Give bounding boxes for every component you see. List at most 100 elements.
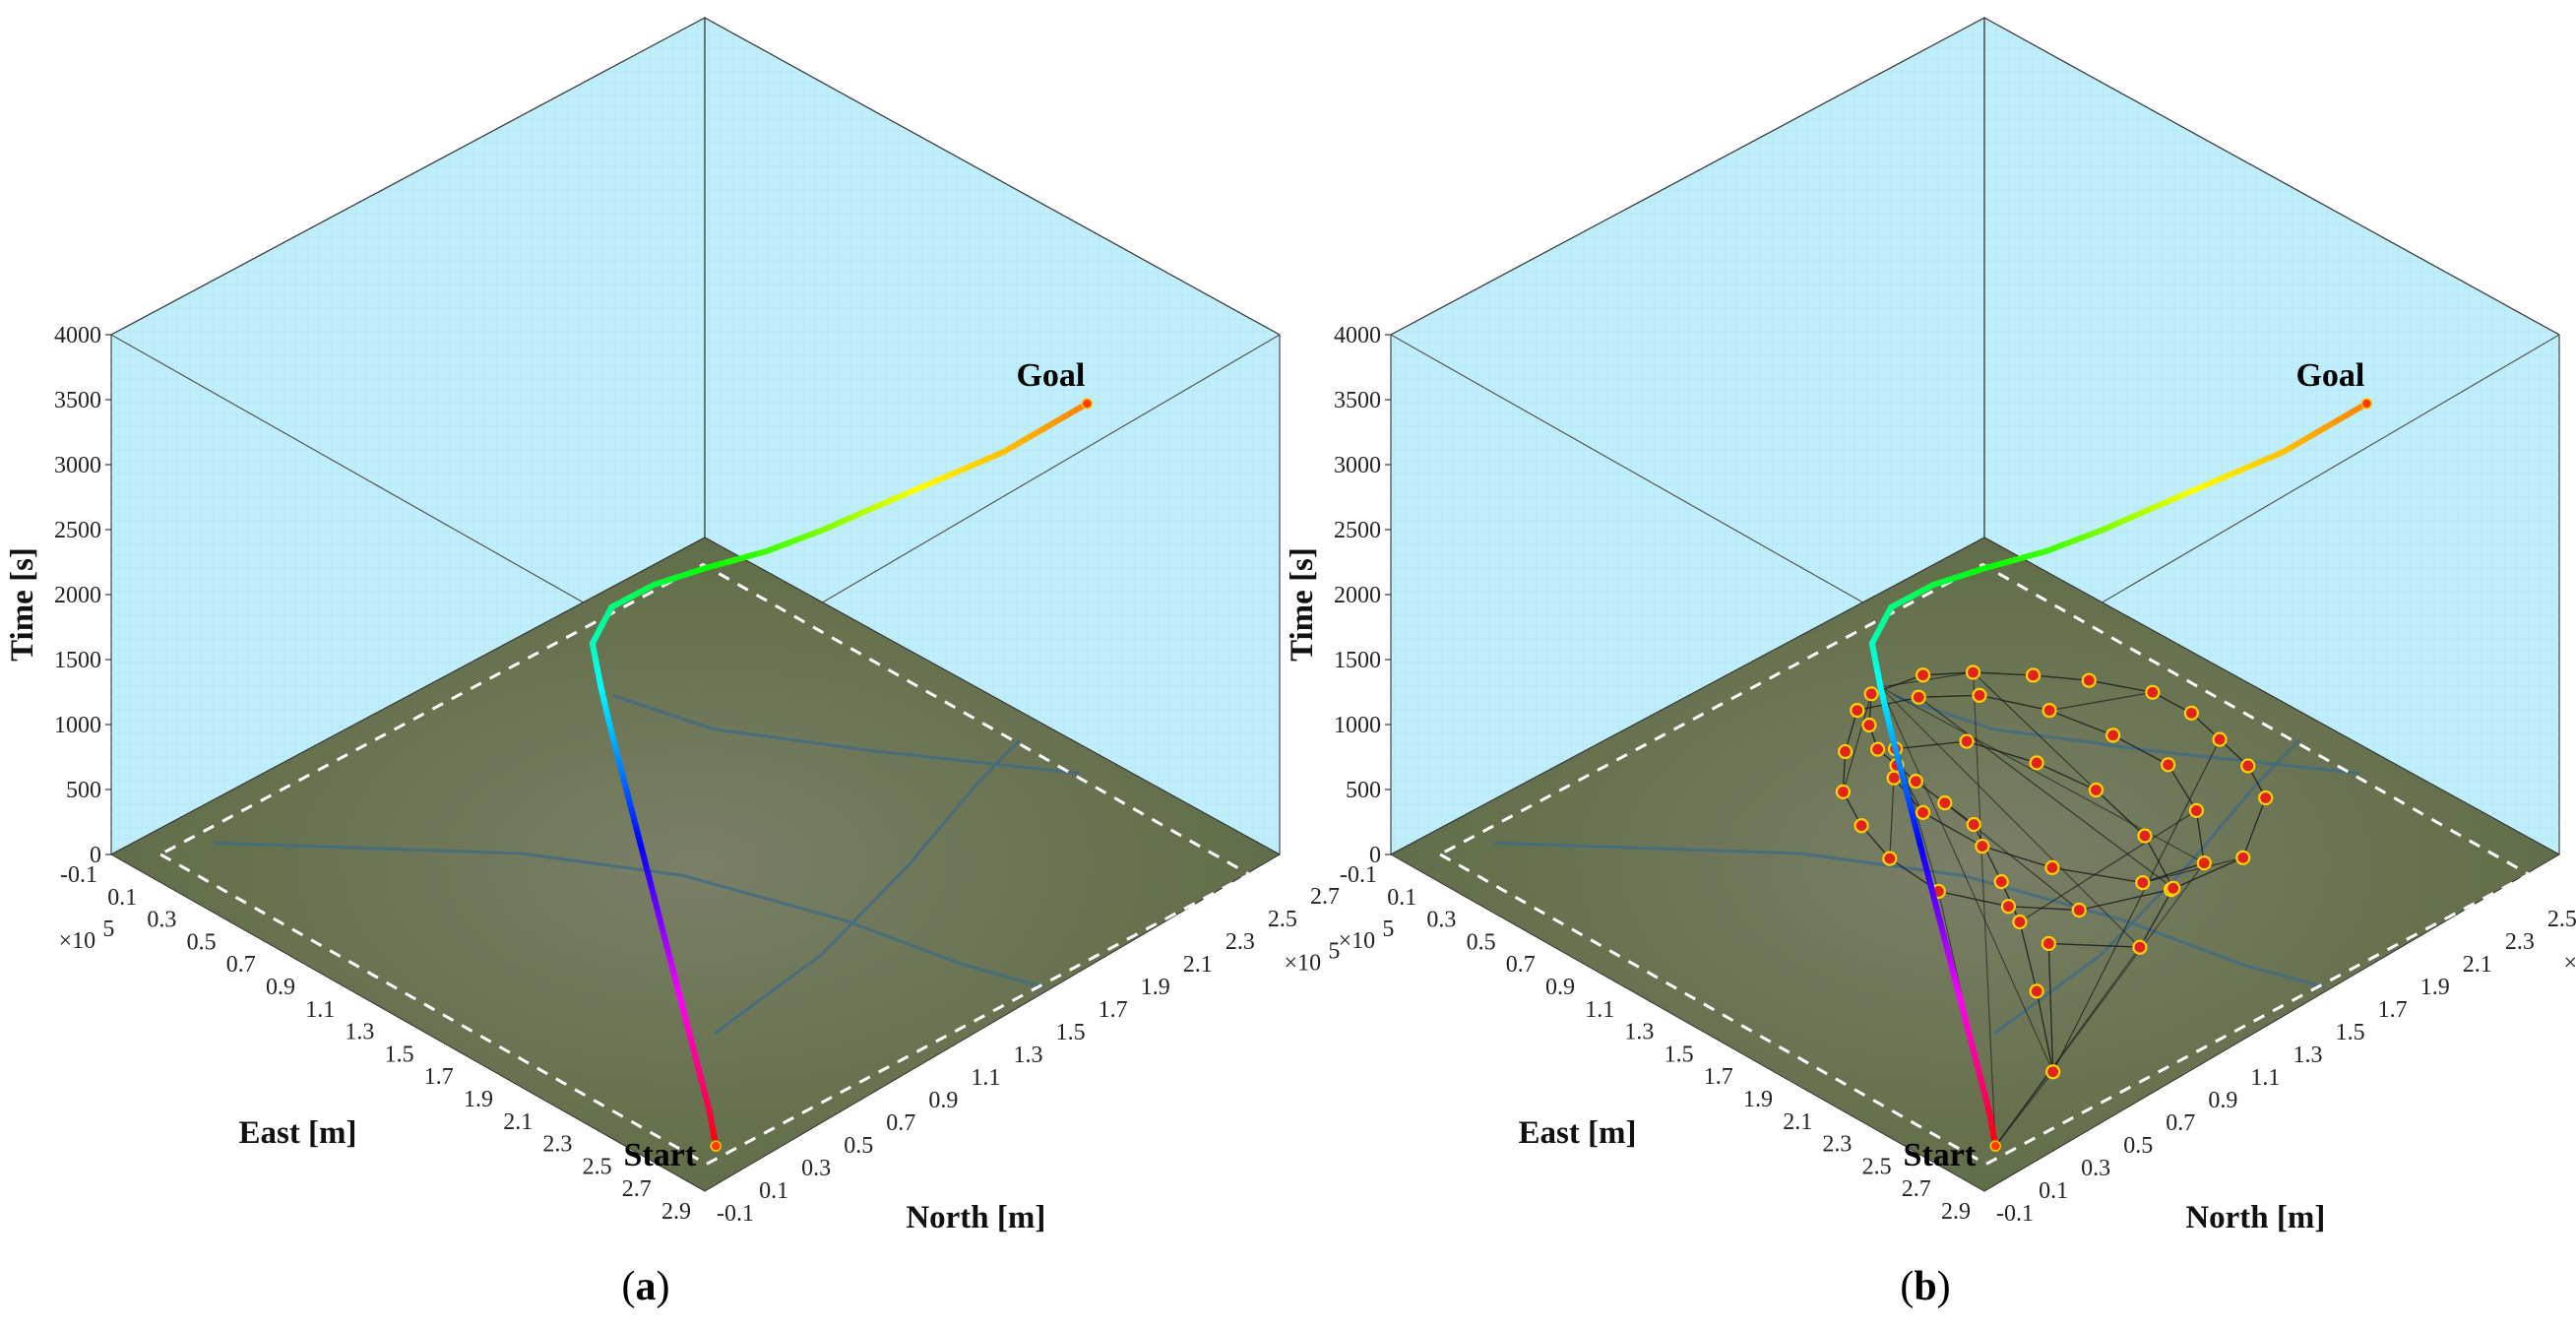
candidate-edge bbox=[1938, 890, 2009, 908]
z-tick-label: 2500 bbox=[1334, 518, 1381, 543]
candidate-point bbox=[1972, 687, 1987, 703]
left-wall-grid bbox=[111, 18, 705, 854]
candidate-point bbox=[2042, 702, 2057, 719]
north-tick-label: 0.9 bbox=[928, 1088, 958, 1113]
start-annotation: Start bbox=[1904, 1137, 1977, 1173]
east-tick-label: 0.1 bbox=[1387, 885, 1416, 911]
north-tick-label: 1.7 bbox=[1099, 997, 1128, 1023]
east-tick-label: 0.9 bbox=[266, 975, 295, 1000]
z-tick-label: 2000 bbox=[54, 583, 101, 608]
goal-marker bbox=[1081, 398, 1094, 410]
candidate-point bbox=[2145, 684, 2161, 700]
north-tick-label: 1.3 bbox=[2293, 1043, 2323, 1068]
east-tick-label: 0.7 bbox=[1506, 952, 1536, 978]
candidate-edge bbox=[2048, 942, 2140, 948]
east-tick-label: 1.9 bbox=[464, 1087, 493, 1112]
east-exponent: ×10 bbox=[59, 928, 96, 954]
candidate-point bbox=[1835, 784, 1852, 800]
east-tick-label: 1.7 bbox=[424, 1064, 454, 1090]
candidate-point bbox=[2029, 755, 2044, 771]
candidate-point bbox=[2081, 672, 2097, 688]
z-tick-label: 500 bbox=[66, 778, 101, 803]
east-tick-label: 2.3 bbox=[542, 1132, 572, 1158]
candidate-edge bbox=[1979, 694, 2050, 712]
river-line bbox=[1993, 738, 2301, 1035]
river-line bbox=[714, 738, 1022, 1035]
candidate-point bbox=[1911, 689, 1926, 705]
candidate-edge bbox=[1880, 686, 2141, 948]
river-line bbox=[612, 694, 1080, 775]
north-exponent: ×10 bbox=[2564, 951, 2576, 977]
z-tick-label: 1000 bbox=[1334, 713, 1381, 738]
east-tick-label: 2.1 bbox=[503, 1109, 533, 1135]
dashed-boundary bbox=[157, 562, 1253, 1167]
candidate-point bbox=[1915, 804, 1931, 820]
start-marker bbox=[1989, 1140, 2001, 1152]
candidate-edge bbox=[2079, 888, 2171, 912]
goal-annotation: Goal bbox=[1016, 357, 1085, 394]
candidate-edge bbox=[2195, 810, 2205, 863]
candidate-point bbox=[1850, 702, 1865, 719]
candidate-point bbox=[1837, 743, 1853, 760]
north-tick-label: 0.1 bbox=[2039, 1178, 2068, 1204]
north-tick-label: 0.3 bbox=[801, 1156, 831, 1181]
candidate-point bbox=[1966, 816, 1981, 833]
north-tick-label: 0.5 bbox=[844, 1133, 873, 1159]
candidate-point bbox=[2137, 828, 2153, 844]
candidate-point bbox=[1959, 733, 1975, 749]
left-wall-grid bbox=[1391, 18, 1984, 854]
candidate-point bbox=[2045, 1064, 2061, 1080]
panel-caption: (b) bbox=[1900, 1264, 1950, 1309]
candidate-point bbox=[2025, 667, 2042, 683]
goal-marker bbox=[2360, 398, 2373, 410]
candidate-point bbox=[1886, 770, 1902, 786]
north-tick-label: 0.3 bbox=[2081, 1156, 2110, 1181]
east-tick-label: 2.7 bbox=[1902, 1176, 1931, 1202]
z-axis-label: Time [s] bbox=[5, 547, 40, 662]
east-tick-label: 0.9 bbox=[1545, 975, 1575, 1000]
river-line bbox=[1892, 694, 2359, 775]
north-tick-label: 2.1 bbox=[2463, 952, 2492, 978]
candidate-edge bbox=[2144, 835, 2174, 889]
panel-caption: (a) bbox=[622, 1264, 670, 1309]
candidate-edge bbox=[2047, 943, 2054, 1072]
east-tick-label: 1.1 bbox=[1585, 997, 1614, 1023]
north-axis-label: North [m] bbox=[906, 1200, 1045, 1235]
east-tick-label: 2.5 bbox=[1862, 1154, 1892, 1179]
north-tick-label: 0.7 bbox=[886, 1110, 915, 1136]
z-tick-label: 1500 bbox=[1334, 648, 1381, 673]
candidate-edge bbox=[1973, 824, 2002, 882]
candidate-edge bbox=[1973, 671, 2097, 790]
candidate-edge bbox=[2048, 691, 2153, 712]
river-line bbox=[214, 841, 1046, 989]
east-tick-label: 0.1 bbox=[107, 885, 137, 911]
candidate-point bbox=[1870, 741, 1886, 757]
candidate-edge bbox=[2242, 797, 2267, 858]
candidate-point bbox=[2041, 935, 2056, 952]
candidate-point bbox=[1853, 818, 1869, 834]
north-axis-label: North [m] bbox=[2185, 1200, 2325, 1235]
trajectory bbox=[1868, 400, 2370, 1150]
candidate-edge bbox=[2168, 764, 2197, 811]
east-exponent: ×10 bbox=[1339, 928, 1376, 954]
candidate-edge bbox=[1842, 693, 1872, 792]
right-wall-grid bbox=[1984, 18, 2559, 854]
east-tick-label: 1.5 bbox=[1665, 1042, 1694, 1067]
north-exponent-power: 5 bbox=[1328, 939, 1340, 965]
candidate-edge bbox=[2008, 906, 2080, 912]
z-tick-label: 4000 bbox=[1334, 323, 1381, 348]
candidate-point bbox=[2183, 705, 2199, 721]
candidate-point bbox=[2132, 939, 2148, 955]
north-tick-label: 1.9 bbox=[1141, 975, 1170, 1000]
east-tick-label: 2.5 bbox=[583, 1154, 612, 1179]
candidate-point bbox=[2166, 880, 2181, 896]
north-tick-label: 2.3 bbox=[1225, 929, 1255, 955]
candidate-point bbox=[2212, 731, 2228, 747]
candidate-edge bbox=[1972, 671, 1996, 1147]
east-tick-label: 2.9 bbox=[661, 1199, 691, 1225]
z-tick-label: 0 bbox=[1369, 843, 1381, 868]
north-tick-label: 2.1 bbox=[1183, 952, 1213, 978]
candidate-point bbox=[2029, 983, 2044, 999]
east-axis-label: East [m] bbox=[238, 1115, 356, 1151]
candidate-point bbox=[2258, 790, 2274, 806]
